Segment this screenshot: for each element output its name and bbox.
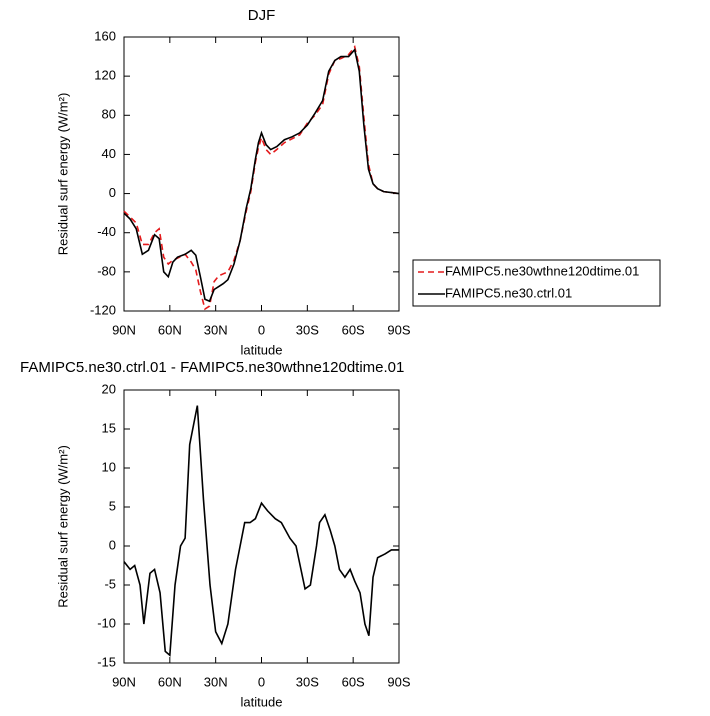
chart-title: DJF: [248, 7, 276, 24]
x-tick-label: 30S: [296, 322, 319, 337]
x-tick-label: 90S: [387, 674, 410, 689]
x-tick-label: 0: [258, 674, 265, 689]
y-tick-label: 80: [102, 107, 116, 122]
data-line: [123, 48, 400, 303]
x-tick-label: 60N: [158, 674, 182, 689]
x-tick-label: 60S: [342, 322, 365, 337]
x-tick-label: 30N: [204, 322, 228, 337]
x-tick-label: 90S: [387, 322, 410, 337]
y-tick-label: 15: [102, 420, 116, 435]
y-tick-label: -10: [97, 615, 116, 630]
x-tick-label: 0: [258, 322, 265, 337]
y-tick-label: -5: [104, 576, 116, 591]
y-tick-label: 0: [109, 185, 116, 200]
y-tick-label: -40: [97, 224, 116, 239]
y-tick-label: -120: [90, 302, 116, 317]
y-tick-label: 0: [109, 537, 116, 552]
x-tick-label: 60N: [158, 322, 182, 337]
y-tick-label: 40: [102, 146, 116, 161]
y-tick-label: 5: [109, 498, 116, 513]
x-axis-label: latitude: [241, 342, 283, 357]
y-tick-label: 20: [102, 381, 116, 396]
y-axis-label: Residual surf energy (W/m²): [55, 93, 70, 256]
y-tick-label: 10: [102, 459, 116, 474]
x-axis-label: latitude: [241, 694, 283, 709]
data-line: [123, 405, 399, 657]
data-line: [123, 44, 400, 311]
y-tick-label: -15: [97, 654, 116, 669]
plot-frame: [123, 389, 400, 664]
legend-box: [412, 259, 661, 307]
legend-label: FAMIPC5.ne30wthne120dtime.01: [445, 263, 639, 278]
x-tick-label: 90N: [112, 674, 136, 689]
y-tick-label: 160: [94, 28, 116, 43]
x-tick-label: 30S: [296, 674, 319, 689]
x-tick-label: 90N: [112, 322, 136, 337]
chart-title: FAMIPC5.ne30.ctrl.01 - FAMIPC5.ne30wthne…: [20, 359, 404, 376]
y-axis-label: Residual surf energy (W/m²): [55, 445, 70, 608]
plot-frame: [123, 36, 400, 312]
y-tick-label: -80: [97, 263, 116, 278]
x-tick-label: 30N: [204, 674, 228, 689]
x-tick-label: 60S: [342, 674, 365, 689]
legend-label: FAMIPC5.ne30.ctrl.01: [445, 285, 572, 300]
y-tick-label: 120: [94, 68, 116, 83]
